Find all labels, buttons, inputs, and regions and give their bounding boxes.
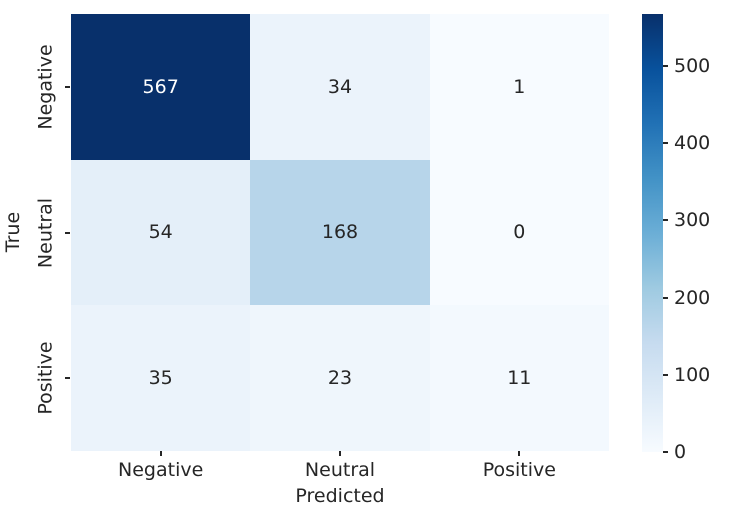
colorbar-tick-label-500: 500 <box>674 54 711 77</box>
y-tick-mark <box>65 85 70 88</box>
colorbar-tick-mark <box>663 219 668 222</box>
y-tick-label-negative: Negative <box>34 44 56 130</box>
x-tick-mark <box>339 451 341 456</box>
colorbar <box>642 14 663 452</box>
heatmap-cell-positive-negative: 35 <box>71 305 251 451</box>
heatmap-cell-positive-positive: 11 <box>429 305 609 451</box>
colorbar-tick-mark <box>663 451 668 453</box>
heatmap-cell-negative-negative: 567 <box>71 14 251 160</box>
y-axis-label: True <box>2 211 24 253</box>
x-tick-label-negative: Negative <box>118 459 204 481</box>
y-tick-mark <box>65 231 70 234</box>
colorbar-tick-label-200: 200 <box>674 286 711 309</box>
colorbar-tick-label-300: 300 <box>674 209 711 232</box>
heatmap-cell-neutral-positive: 0 <box>429 159 609 306</box>
heatmap-cell-negative-positive: 1 <box>429 14 609 160</box>
colorbar-tick-mark <box>663 373 668 376</box>
heatmap-cell-neutral-neutral: 168 <box>250 159 430 306</box>
colorbar-tick-label-100: 100 <box>674 363 711 386</box>
x-axis-label: Predicted <box>295 485 385 507</box>
colorbar-tick-mark <box>663 296 668 299</box>
x-tick-label-neutral: Neutral <box>304 459 376 481</box>
heatmap-cell-negative-neutral: 34 <box>250 14 430 160</box>
y-tick-mark <box>65 377 70 380</box>
colorbar-tick-mark <box>663 64 668 67</box>
heatmap-cell-positive-neutral: 23 <box>250 305 430 451</box>
x-tick-mark <box>518 451 521 456</box>
colorbar-tick-label-400: 400 <box>674 132 711 154</box>
y-tick-label-positive: Positive <box>34 341 56 415</box>
heatmap-cell-neutral-negative: 54 <box>71 159 251 306</box>
colorbar-tick-label-0: 0 <box>674 441 687 463</box>
x-tick-mark <box>159 451 162 456</box>
heatmap: 567 34 1 54 168 0 35 23 11 <box>71 14 609 451</box>
x-tick-label-positive: Positive <box>482 459 556 481</box>
colorbar-tick-mark <box>663 142 668 144</box>
y-tick-label-neutral: Neutral <box>34 197 56 268</box>
